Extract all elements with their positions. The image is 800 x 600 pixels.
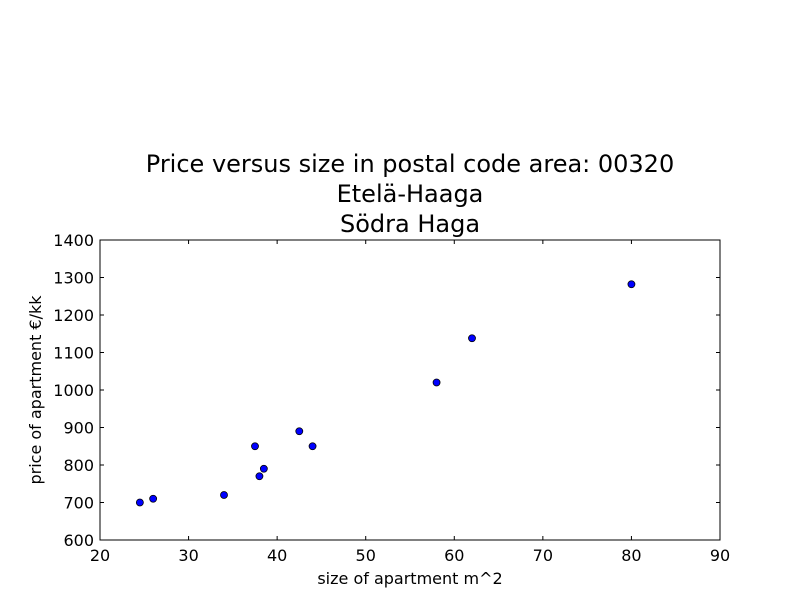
x-tick-label: 70 — [533, 546, 553, 565]
data-point — [468, 334, 476, 343]
chart-title-line-3: Södra Haga — [340, 210, 480, 238]
data-point — [259, 464, 268, 473]
plot-frame — [99, 239, 721, 541]
chart-title-line-2: Etelä-Haaga — [337, 180, 484, 208]
data-point — [295, 427, 304, 436]
data-point — [308, 442, 317, 451]
y-tick-label: 1300 — [53, 269, 94, 288]
x-tick-label: 80 — [621, 546, 641, 565]
data-point — [432, 378, 441, 387]
y-axis-ticks: 600 700 800 900 1000 1100 1200 1300 1400 — [53, 231, 720, 550]
data-point — [149, 494, 158, 503]
data-point — [627, 280, 636, 289]
x-tick-label: 60 — [444, 546, 464, 565]
x-tick-label: 40 — [267, 546, 287, 565]
x-tick-label: 90 — [710, 546, 730, 565]
x-axis-ticks: 20 30 40 50 60 70 80 90 — [90, 240, 730, 565]
y-tick-label: 700 — [63, 494, 94, 513]
y-tick-label: 800 — [63, 456, 94, 475]
x-axis-label: size of apartment m^2 — [317, 569, 502, 588]
y-tick-label: 1400 — [53, 231, 94, 250]
x-tick-label: 30 — [178, 546, 198, 565]
y-tick-label: 900 — [63, 419, 94, 438]
plot-area: 20 30 40 50 60 70 80 90 600 700 800 900 1000 1100 120… — [53, 231, 730, 565]
y-tick-label: 1200 — [53, 306, 94, 325]
y-axis-label: price of apartment €/kk — [26, 295, 45, 485]
data-point — [251, 442, 259, 451]
chart-title: Price versus size in postal code area: 0… — [146, 150, 674, 238]
y-tick-label: 600 — [63, 531, 94, 550]
data-point — [135, 498, 144, 507]
data-point — [220, 491, 228, 499]
x-tick-label: 20 — [90, 546, 110, 565]
y-tick-label: 1000 — [53, 381, 94, 400]
x-tick-label: 50 — [356, 546, 376, 565]
y-tick-label: 1100 — [53, 344, 94, 363]
data-point — [255, 472, 264, 481]
data-points — [135, 280, 636, 507]
chart-title-line-1: Price versus size in postal code area: 0… — [146, 150, 674, 178]
